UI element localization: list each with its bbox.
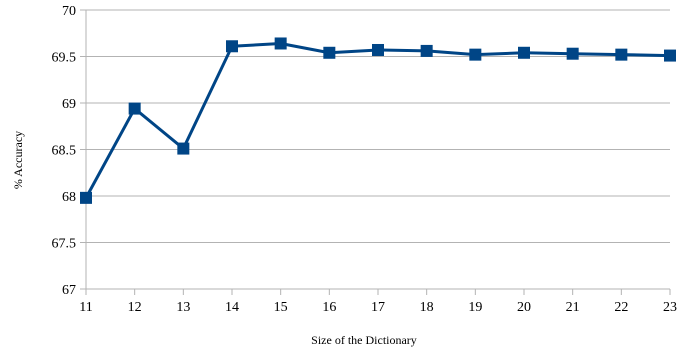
x-axis-title: Size of the Dictionary (311, 333, 417, 347)
x-tick-label: 11 (79, 300, 92, 315)
data-point-marker (372, 43, 384, 56)
data-point-marker (518, 46, 530, 59)
x-tick-label: 14 (225, 300, 239, 315)
y-tick-label: 67 (62, 283, 76, 298)
x-tick-label: 16 (322, 300, 336, 315)
x-tick-label: 13 (176, 300, 190, 315)
x-tick-label: 19 (468, 300, 482, 315)
data-point-marker (420, 44, 433, 57)
series (80, 37, 676, 204)
series-line (84, 41, 671, 199)
y-tick-label: 68.5 (52, 144, 77, 159)
data-point-marker (615, 48, 628, 61)
data-point-marker (664, 49, 676, 62)
x-tick-label: 21 (566, 300, 580, 315)
data-point-marker (274, 37, 287, 50)
axes (80, 9, 671, 295)
x-tick-label: 17 (371, 300, 385, 315)
x-tick-label: 23 (663, 300, 677, 315)
tick-labels: 67 67.5 68 68.5 69 69.5 70 11 12 13 14 15 16 17 18 19 20… (52, 4, 678, 315)
x-tick-label: 20 (517, 300, 531, 315)
data-point-marker (177, 142, 190, 155)
data-point-marker (80, 191, 92, 204)
x-tick-label: 12 (128, 300, 142, 315)
y-tick-label: 69 (62, 97, 76, 112)
y-tick-label: 68 (62, 190, 76, 205)
data-point-marker (566, 47, 579, 60)
y-axis-title: % Accuracy (11, 131, 25, 189)
data-point-marker (469, 48, 482, 61)
y-tick-label: 67.5 (52, 237, 77, 252)
x-tick-label: 22 (614, 300, 628, 315)
y-tick-label: 70 (62, 4, 76, 19)
x-tick-label: 18 (420, 300, 434, 315)
data-point-marker (128, 102, 141, 115)
data-point-marker (226, 40, 238, 53)
data-point-marker (323, 46, 336, 59)
y-tick-label: 69.5 (52, 51, 77, 66)
x-tick-label: 15 (274, 300, 288, 315)
